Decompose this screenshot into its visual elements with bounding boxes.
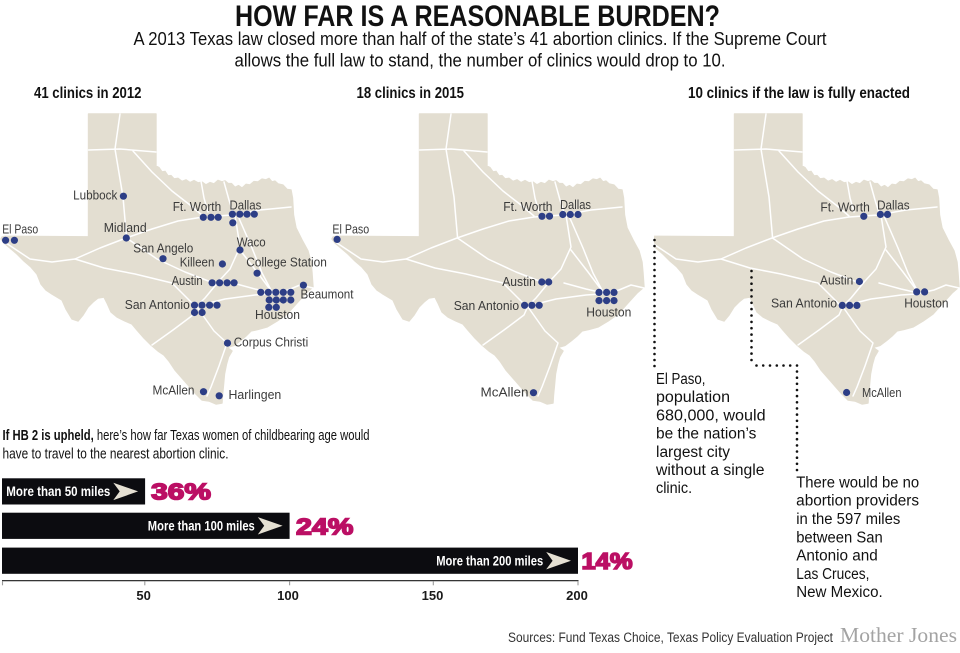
- svg-text:24%: 24%: [296, 513, 353, 539]
- svg-text:Austin: Austin: [502, 274, 536, 289]
- svg-text:14%: 14%: [582, 548, 633, 574]
- svg-text:10 clinics if the law is fully: 10 clinics if the law is fully enacted: [688, 85, 910, 102]
- svg-text:There would be no: There would be no: [796, 474, 919, 491]
- svg-text:150: 150: [422, 588, 444, 603]
- svg-text:have to travel to the nearest: have to travel to the nearest abortion c…: [3, 447, 229, 463]
- svg-text:Dallas: Dallas: [560, 197, 591, 212]
- svg-text:Corpus Christi: Corpus Christi: [234, 335, 309, 350]
- svg-text:in the 597 miles: in the 597 miles: [796, 511, 900, 528]
- svg-text:Ft. Worth: Ft. Worth: [820, 200, 869, 215]
- svg-text:If HB 2 is upheld, here’s how: If HB 2 is upheld, here’s how far Texas …: [3, 428, 370, 444]
- svg-text:Ft. Worth: Ft. Worth: [173, 199, 222, 214]
- svg-text:Mother Jones: Mother Jones: [840, 623, 957, 647]
- svg-text:San Antonio: San Antonio: [454, 298, 519, 313]
- svg-text:between San: between San: [796, 529, 883, 546]
- svg-text:El Paso: El Paso: [2, 222, 38, 237]
- svg-text:680,000, would: 680,000, would: [656, 407, 766, 424]
- svg-text:HOW FAR IS A REASONABLE BURDEN: HOW FAR IS A REASONABLE BURDEN?: [235, 0, 720, 33]
- svg-text:Sources: Fund Texas Choice, Te: Sources: Fund Texas Choice, Texas Policy…: [508, 630, 833, 645]
- svg-text:Killeen: Killeen: [180, 254, 215, 269]
- svg-text:be the nation’s: be the nation’s: [656, 426, 757, 443]
- svg-text:allows the full law to stand,: allows the full law to stand, the number…: [235, 49, 726, 70]
- svg-text:McAllen: McAllen: [153, 383, 195, 398]
- svg-text:New Mexico.: New Mexico.: [796, 584, 883, 601]
- svg-text:Harlingen: Harlingen: [229, 387, 282, 402]
- svg-text:Las Cruces,: Las Cruces,: [796, 566, 869, 583]
- svg-text:18 clinics in 2015: 18 clinics in 2015: [357, 85, 465, 102]
- svg-text:without a single: without a single: [655, 462, 765, 479]
- svg-text:More than 50 miles: More than 50 miles: [6, 484, 110, 499]
- svg-text:El Paso: El Paso: [332, 221, 369, 236]
- svg-text:Houston: Houston: [904, 296, 948, 311]
- svg-text:200: 200: [566, 588, 588, 603]
- svg-text:population: population: [656, 389, 730, 406]
- svg-text:El Paso,: El Paso,: [656, 371, 705, 388]
- svg-text:More than 200 miles: More than 200 miles: [436, 554, 543, 569]
- svg-text:Ft. Worth: Ft. Worth: [503, 199, 552, 214]
- svg-text:San Antonio: San Antonio: [771, 296, 837, 311]
- svg-text:Austin: Austin: [172, 273, 203, 288]
- svg-text:Midland: Midland: [104, 220, 147, 235]
- svg-text:Antonio and: Antonio and: [796, 548, 878, 565]
- svg-text:abortion providers: abortion providers: [796, 493, 919, 510]
- svg-text:Lubbock: Lubbock: [73, 188, 118, 203]
- svg-text:Houston: Houston: [255, 307, 300, 322]
- svg-text:41 clinics in 2012: 41 clinics in 2012: [34, 85, 142, 102]
- svg-text:McAllen: McAllen: [862, 385, 902, 400]
- svg-text:largest city: largest city: [656, 444, 730, 461]
- svg-text:Austin: Austin: [820, 273, 853, 288]
- svg-text:San Angelo: San Angelo: [133, 241, 193, 256]
- svg-text:100: 100: [277, 588, 299, 603]
- svg-text:Dallas: Dallas: [230, 198, 262, 213]
- svg-text:College Station: College Station: [246, 255, 327, 270]
- svg-text:36%: 36%: [151, 479, 211, 505]
- svg-text:Beaumont: Beaumont: [301, 287, 354, 302]
- svg-text:More than 100 miles: More than 100 miles: [148, 519, 255, 534]
- svg-text:Dallas: Dallas: [877, 198, 910, 213]
- svg-text:San Antonio: San Antonio: [125, 297, 190, 312]
- svg-text:A 2013 Texas law closed more t: A 2013 Texas law closed more than half o…: [134, 28, 827, 49]
- svg-text:Waco: Waco: [237, 235, 266, 250]
- svg-text:McAllen: McAllen: [481, 385, 529, 400]
- svg-text:Houston: Houston: [586, 305, 631, 320]
- svg-text:clinic.: clinic.: [656, 480, 692, 497]
- svg-text:50: 50: [136, 588, 150, 603]
